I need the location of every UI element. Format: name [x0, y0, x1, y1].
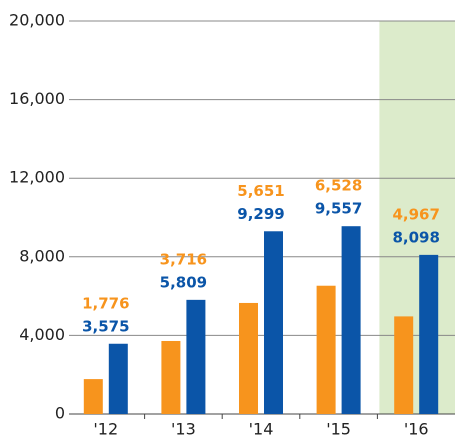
- x-tick-label: '13: [171, 420, 196, 439]
- bar: [161, 340, 181, 414]
- value-label: 6,528: [315, 177, 362, 195]
- value-label: 5,651: [237, 182, 284, 200]
- value-label: 9,557: [315, 200, 362, 218]
- y-tick-label: 12,000: [9, 168, 65, 187]
- x-tick-label: '16: [404, 420, 429, 439]
- bar: [316, 285, 336, 414]
- y-tick-label: 0: [55, 404, 65, 423]
- y-tick-label: 8,000: [19, 246, 65, 265]
- x-tick-label: '15: [326, 420, 351, 439]
- bar: [264, 231, 283, 414]
- value-label: 1,776: [82, 294, 129, 312]
- value-label: 3,575: [82, 317, 129, 335]
- bar: [419, 254, 439, 414]
- y-tick-label: 20,000: [9, 11, 65, 30]
- bar: [83, 379, 103, 414]
- x-tick-label: '12: [93, 420, 118, 439]
- value-label: 5,809: [160, 273, 207, 291]
- bar: [394, 316, 414, 414]
- highlight-band: [379, 21, 455, 414]
- y-tick-label: 4,000: [19, 325, 65, 344]
- bar: [239, 302, 258, 414]
- value-label: 8,098: [392, 228, 439, 246]
- value-label: 9,299: [237, 205, 284, 223]
- bar: [108, 343, 128, 414]
- bar: [186, 299, 206, 414]
- value-label: 4,967: [392, 205, 439, 223]
- y-tick-label: 16,000: [9, 89, 65, 108]
- x-tick-label: '14: [249, 420, 274, 439]
- value-label: 3,716: [160, 250, 207, 268]
- bar: [341, 226, 361, 414]
